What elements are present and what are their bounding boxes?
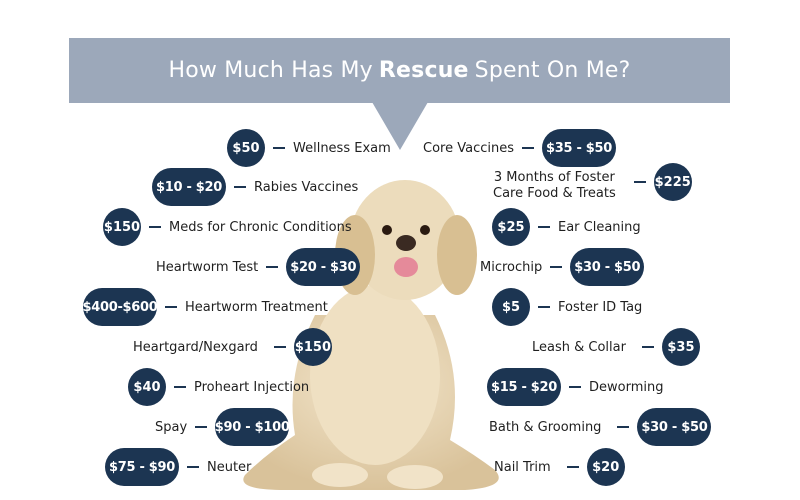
price-badge: $225 bbox=[653, 163, 692, 201]
price-badge: $35 - $50 bbox=[542, 129, 616, 167]
connector-line bbox=[165, 306, 177, 308]
cost-item-rabies-vaccines: $10 - $20 Rabies Vaccines bbox=[152, 167, 358, 207]
item-label: 3 Months of Foster Care Food & Treats bbox=[493, 170, 616, 202]
connector-line bbox=[187, 466, 199, 468]
item-label: Nail Trim bbox=[494, 459, 551, 475]
cost-item-heartworm-test: Heartworm Test $20 - $30 bbox=[156, 247, 361, 287]
item-label: Neuter bbox=[207, 459, 252, 475]
cost-item-bath-grooming: Bath & Grooming $30 - $50 bbox=[489, 407, 712, 447]
cost-item-neuter: $75 - $90 Neuter bbox=[105, 447, 251, 487]
item-label: Leash & Collar bbox=[532, 339, 626, 355]
item-label: Foster ID Tag bbox=[558, 299, 643, 315]
price-badge: $35 bbox=[661, 328, 700, 366]
connector-line bbox=[633, 181, 646, 183]
connector-line bbox=[566, 466, 579, 468]
connector-line bbox=[569, 386, 581, 388]
item-label: Deworming bbox=[589, 379, 664, 395]
connector-line bbox=[149, 226, 161, 228]
connector-line bbox=[174, 386, 186, 388]
item-label: Core Vaccines bbox=[423, 140, 514, 156]
golden-retriever-image bbox=[243, 180, 499, 490]
price-badge: $40 bbox=[128, 368, 166, 406]
item-label-line1: 3 Months of Foster bbox=[493, 170, 615, 185]
item-label: Heartgard/Nexgard bbox=[133, 339, 258, 355]
item-label: Spay bbox=[155, 419, 188, 435]
title-banner: How Much Has My Rescue Spent On Me? bbox=[69, 38, 730, 103]
cost-item-deworming: $15 - $20 Deworming bbox=[487, 367, 663, 407]
cost-item-chronic-meds: $150 Meds for Chronic Conditions bbox=[103, 207, 352, 247]
item-label: Heartworm Treatment bbox=[185, 299, 328, 315]
price-badge: $20 - $30 bbox=[286, 248, 361, 286]
price-badge: $50 bbox=[227, 129, 265, 167]
price-badge: $15 - $20 bbox=[487, 368, 561, 406]
cost-item-nail-trim: Nail Trim $20 bbox=[494, 447, 625, 487]
connector-line bbox=[538, 226, 550, 228]
price-badge: $10 - $20 bbox=[152, 168, 226, 206]
banner-pointer bbox=[372, 102, 428, 150]
connector-line bbox=[234, 186, 246, 188]
cost-item-heartgard: Heartgard/Nexgard $150 bbox=[133, 327, 332, 367]
cost-item-foster-food: 3 Months of Foster Care Food & Treats $2… bbox=[493, 163, 692, 206]
connector-line bbox=[266, 266, 279, 268]
price-badge: $90 - $100 bbox=[215, 408, 290, 446]
cost-item-core-vaccines: Core Vaccines $35 - $50 bbox=[423, 128, 616, 168]
item-label: Rabies Vaccines bbox=[254, 179, 359, 195]
item-label: Wellness Exam bbox=[293, 140, 391, 156]
cost-item-microchip: Microchip $30 - $50 bbox=[480, 247, 645, 287]
item-label: Meds for Chronic Conditions bbox=[169, 219, 352, 235]
item-label: Microchip bbox=[480, 259, 543, 275]
item-label: Bath & Grooming bbox=[489, 419, 602, 435]
cost-item-spay: Spay $90 - $100 bbox=[155, 407, 290, 447]
connector-line bbox=[522, 147, 534, 149]
item-label: Proheart Injection bbox=[194, 379, 310, 395]
item-label: Heartworm Test bbox=[156, 259, 259, 275]
price-badge: $30 - $50 bbox=[570, 248, 645, 286]
item-label-line2: Care Food & Treats bbox=[493, 186, 616, 201]
item-label: Ear Cleaning bbox=[558, 219, 641, 235]
connector-line bbox=[273, 346, 286, 348]
price-badge: $400-$600 bbox=[82, 288, 158, 326]
cost-item-heartworm-treatment: $400-$600 Heartworm Treatment bbox=[82, 287, 328, 327]
title-bold: Rescue bbox=[378, 58, 469, 83]
cost-item-ear-cleaning: $25 Ear Cleaning bbox=[492, 207, 641, 247]
title-prefix: How Much Has My bbox=[168, 58, 373, 83]
price-badge: $150 bbox=[103, 208, 141, 246]
cost-item-proheart: $40 Proheart Injection bbox=[128, 367, 309, 407]
connector-line bbox=[641, 346, 654, 348]
price-badge: $5 bbox=[492, 288, 530, 326]
cost-item-foster-id-tag: $5 Foster ID Tag bbox=[492, 287, 642, 327]
price-badge: $25 bbox=[492, 208, 530, 246]
price-badge: $30 - $50 bbox=[637, 408, 712, 446]
price-badge: $150 bbox=[293, 328, 332, 366]
connector-line bbox=[617, 426, 630, 428]
cost-item-wellness-exam: $50 Wellness Exam bbox=[227, 128, 391, 168]
cost-item-leash-collar: Leash & Collar $35 bbox=[532, 327, 700, 367]
connector-line bbox=[273, 147, 285, 149]
connector-line bbox=[538, 306, 550, 308]
connector-line bbox=[195, 426, 208, 428]
price-badge: $75 - $90 bbox=[105, 448, 179, 486]
connector-line bbox=[550, 266, 563, 268]
price-badge: $20 bbox=[586, 448, 625, 486]
title-suffix: Spent On Me? bbox=[474, 58, 631, 83]
